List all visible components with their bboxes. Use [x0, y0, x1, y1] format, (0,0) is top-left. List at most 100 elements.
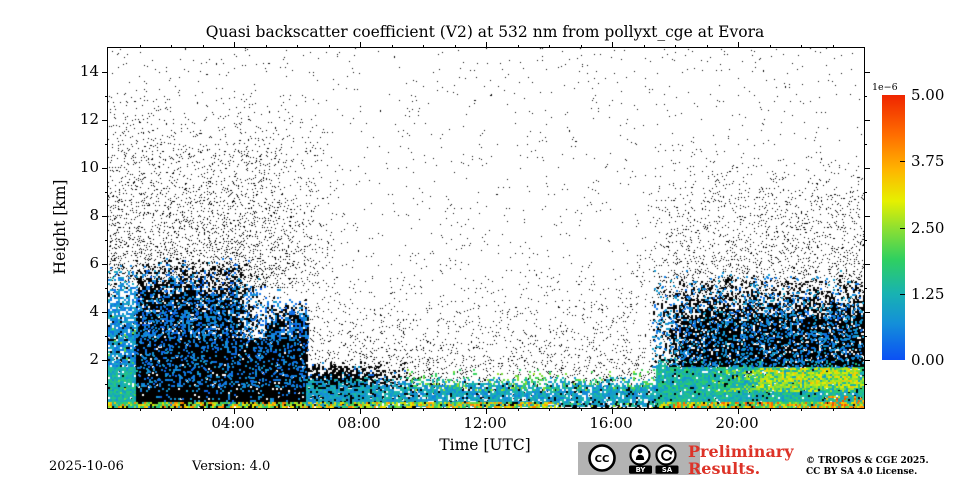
x-minor-tick: [139, 408, 141, 412]
x-minor-tick: [423, 44, 425, 48]
x-minor-tick: [202, 44, 204, 48]
by-label: BY: [636, 466, 646, 474]
copyright-line1: © TROPOS & CGE 2025.: [806, 456, 929, 466]
y-major-tick: [864, 216, 870, 218]
copyright-line2: CC BY SA 4.0 License.: [806, 467, 918, 477]
x-major-tick: [234, 42, 236, 48]
y-major-tick: [102, 312, 108, 314]
backscatter-heatmap-canvas: [108, 48, 864, 408]
x-axis-label: Time [UTC]: [439, 436, 531, 454]
x-major-tick: [612, 42, 614, 48]
x-tick-label: 04:00: [211, 414, 255, 432]
x-minor-tick: [454, 44, 456, 48]
y-minor-tick: [104, 144, 108, 146]
version-label: Version: 4.0: [192, 459, 271, 474]
y-minor-tick: [864, 96, 868, 98]
y-minor-tick: [864, 336, 868, 338]
x-tick-label: 12:00: [463, 414, 507, 432]
preliminary-results-label: Preliminary Results.: [688, 443, 794, 477]
by-label-plate: [629, 465, 652, 474]
share-alike-icon: [655, 444, 677, 466]
y-major-tick: [864, 72, 870, 74]
y-major-tick: [102, 216, 108, 218]
x-major-tick: [486, 42, 488, 48]
y-tick-label: 8: [89, 206, 99, 224]
colorbar-tick-label: 1.25: [911, 284, 945, 303]
x-minor-tick: [832, 408, 834, 412]
y-major-tick: [864, 312, 870, 314]
colorbar-tick: [900, 227, 905, 229]
y-major-tick: [864, 264, 870, 266]
plot-area: [102, 42, 870, 414]
x-minor-tick: [202, 408, 204, 412]
colorbar-tick-label: 5.00: [911, 86, 945, 104]
x-minor-tick: [580, 408, 582, 412]
y-minor-tick: [104, 288, 108, 290]
x-minor-tick: [297, 408, 299, 412]
x-minor-tick: [328, 408, 330, 412]
x-minor-tick: [675, 44, 677, 48]
x-minor-tick: [391, 408, 393, 412]
x-minor-tick: [423, 408, 425, 412]
x-minor-tick: [265, 408, 267, 412]
x-tick-label: 16:00: [589, 414, 633, 432]
y-minor-tick: [104, 192, 108, 194]
x-minor-tick: [549, 408, 551, 412]
person-icon-body: [635, 454, 645, 460]
x-minor-tick: [297, 44, 299, 48]
y-major-tick: [102, 168, 108, 170]
x-minor-tick: [769, 44, 771, 48]
x-major-tick: [234, 408, 236, 414]
y-minor-tick: [864, 192, 868, 194]
cc-icon: [588, 444, 616, 472]
preliminary-line2: Results.: [688, 459, 761, 478]
x-major-tick: [486, 408, 488, 414]
y-major-tick: [864, 168, 870, 170]
colorbar: [882, 95, 905, 360]
sa-label: SA: [662, 466, 673, 474]
cc-by-sa-badge: CC BY SA: [578, 442, 700, 475]
y-tick-label: 4: [89, 302, 99, 320]
x-minor-tick: [517, 44, 519, 48]
x-minor-tick: [265, 44, 267, 48]
y-minor-tick: [864, 240, 868, 242]
colorbar-tick-label: 2.50: [911, 218, 945, 237]
y-major-tick: [102, 360, 108, 362]
colorbar-tick: [900, 293, 905, 295]
x-minor-tick: [801, 408, 803, 412]
y-minor-tick: [104, 240, 108, 242]
x-minor-tick: [454, 408, 456, 412]
y-minor-tick: [864, 384, 868, 386]
y-minor-tick: [864, 288, 868, 290]
preliminary-line1: Preliminary: [688, 442, 794, 461]
colorbar-tick-label: 0.00: [911, 351, 945, 369]
x-major-tick: [360, 408, 362, 414]
share-alike-arrowhead: [668, 450, 673, 456]
x-minor-tick: [580, 44, 582, 48]
y-major-tick: [864, 120, 870, 122]
x-minor-tick: [328, 44, 330, 48]
y-minor-tick: [104, 384, 108, 386]
colorbar-tick-label: 3.75: [911, 152, 945, 171]
x-major-tick: [738, 408, 740, 414]
x-minor-tick: [643, 408, 645, 412]
x-minor-tick: [171, 44, 173, 48]
x-minor-tick: [675, 408, 677, 412]
colorbar-tick: [900, 161, 905, 163]
x-major-tick: [612, 408, 614, 414]
y-minor-tick: [104, 96, 108, 98]
x-minor-tick: [769, 408, 771, 412]
x-minor-tick: [801, 44, 803, 48]
x-minor-tick: [391, 44, 393, 48]
y-major-tick: [864, 360, 870, 362]
y-tick-label: 2: [89, 350, 99, 368]
y-tick-label: 10: [79, 158, 99, 176]
y-tick-label: 6: [89, 254, 99, 272]
x-tick-label: 08:00: [337, 414, 381, 432]
copyright-label: © TROPOS & CGE 2025. CC BY SA 4.0 Licens…: [806, 456, 929, 478]
y-major-tick: [102, 120, 108, 122]
date-label: 2025-10-06: [49, 459, 124, 474]
x-minor-tick: [643, 44, 645, 48]
x-minor-tick: [549, 44, 551, 48]
